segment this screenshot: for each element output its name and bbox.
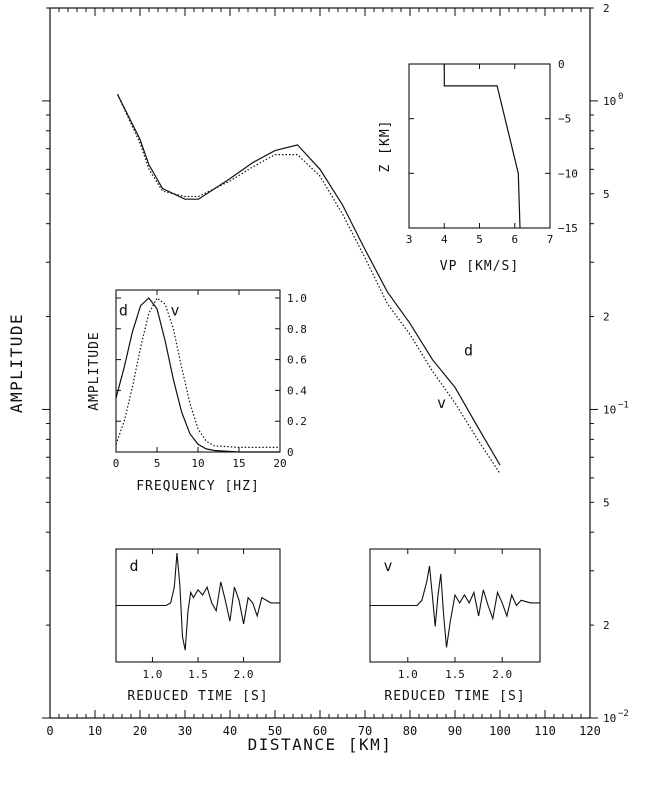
y-tick-label: 2 bbox=[603, 619, 610, 632]
series-line-d bbox=[116, 94, 501, 466]
curve-label: v bbox=[437, 394, 446, 412]
spec-amp-tick-label: 0.2 bbox=[287, 415, 307, 428]
y-tick-exponent: 0 bbox=[618, 92, 623, 102]
spectrum-line-v bbox=[115, 297, 280, 448]
curve-label: d bbox=[464, 342, 473, 360]
x-axis-label: DISTANCE [KM] bbox=[248, 735, 393, 754]
y-tick-label: 10 bbox=[603, 403, 616, 416]
spec-amp-tick-label: 1.0 bbox=[287, 292, 307, 305]
time-tick-label: 2.0 bbox=[234, 668, 254, 681]
freq-tick-label: 20 bbox=[273, 457, 286, 470]
x-tick-label: 80 bbox=[403, 724, 417, 738]
z-tick-label: −10 bbox=[558, 167, 578, 180]
time-axis-label: REDUCED TIME [S] bbox=[384, 689, 525, 704]
trace-waveform-d bbox=[116, 552, 280, 651]
freq-tick-label: 5 bbox=[154, 457, 161, 470]
z-tick-label: −15 bbox=[558, 222, 578, 235]
spectrum-inset-frame bbox=[115, 289, 281, 453]
time-tick-label: 1.0 bbox=[398, 668, 418, 681]
x-tick-label: 20 bbox=[133, 724, 147, 738]
spec-amp-tick-label: 0.6 bbox=[287, 354, 307, 367]
x-tick-label: 100 bbox=[489, 724, 511, 738]
time-tick-label: 1.5 bbox=[188, 668, 208, 681]
vp-tick-label: 4 bbox=[441, 233, 448, 246]
freq-tick-label: 10 bbox=[191, 457, 204, 470]
x-tick-label: 70 bbox=[358, 724, 372, 738]
spec-amp-tick-label: 0.8 bbox=[287, 323, 307, 336]
y-tick-label: 5 bbox=[603, 496, 610, 509]
x-tick-label: 90 bbox=[448, 724, 462, 738]
y-tick-label: 2 bbox=[603, 311, 610, 324]
x-tick-label: 40 bbox=[223, 724, 237, 738]
velocity-profile-line bbox=[443, 64, 521, 229]
time-tick-label: 1.5 bbox=[445, 668, 465, 681]
x-tick-label: 120 bbox=[579, 724, 601, 738]
x-tick-label: 10 bbox=[88, 724, 102, 738]
vp-axis-label: VP [KM/S] bbox=[440, 259, 519, 274]
freq-tick-label: 15 bbox=[232, 457, 245, 470]
time-tick-label: 1.0 bbox=[143, 668, 163, 681]
trace-label: v bbox=[383, 557, 392, 575]
velocity-inset-frame bbox=[408, 63, 551, 229]
x-tick-label: 60 bbox=[313, 724, 327, 738]
x-tick-label: 50 bbox=[268, 724, 282, 738]
time-tick-label: 2.0 bbox=[492, 668, 512, 681]
x-tick-label: 0 bbox=[46, 724, 53, 738]
spec-amp-axis-label: AMPLITUDE bbox=[87, 331, 102, 410]
y-tick-label: 10 bbox=[603, 95, 616, 108]
vp-tick-label: 5 bbox=[476, 233, 483, 246]
spec-amp-tick-label: 0.4 bbox=[287, 384, 307, 397]
y-tick-exponent: −1 bbox=[618, 400, 629, 410]
x-tick-label: 110 bbox=[534, 724, 556, 738]
z-tick-label: −5 bbox=[558, 113, 571, 126]
spectrum-curve-label: d bbox=[119, 301, 128, 319]
trace-waveform-v bbox=[370, 566, 540, 648]
freq-tick-label: 0 bbox=[113, 457, 120, 470]
time-axis-label: REDUCED TIME [S] bbox=[127, 689, 268, 704]
freq-axis-label: FREQUENCY [HZ] bbox=[136, 479, 260, 494]
trace-label: d bbox=[129, 557, 138, 575]
spectrum-line-d bbox=[115, 297, 280, 453]
y-tick-exponent: −2 bbox=[618, 709, 629, 719]
y-tick-label: 5 bbox=[603, 188, 610, 201]
spectrum-curve-label: v bbox=[171, 301, 180, 319]
vp-tick-label: 7 bbox=[547, 233, 554, 246]
z-tick-label: 0 bbox=[558, 58, 565, 71]
vp-tick-label: 6 bbox=[511, 233, 518, 246]
y-tick-label: 2 bbox=[603, 2, 610, 15]
y-tick-label: 10 bbox=[603, 712, 616, 725]
vp-tick-label: 3 bbox=[406, 233, 413, 246]
y-axis-label: AMPLITUDE bbox=[7, 313, 26, 413]
spec-amp-tick-label: 0 bbox=[287, 446, 294, 459]
x-tick-label: 30 bbox=[178, 724, 192, 738]
z-axis-label: Z [KM] bbox=[378, 120, 393, 173]
